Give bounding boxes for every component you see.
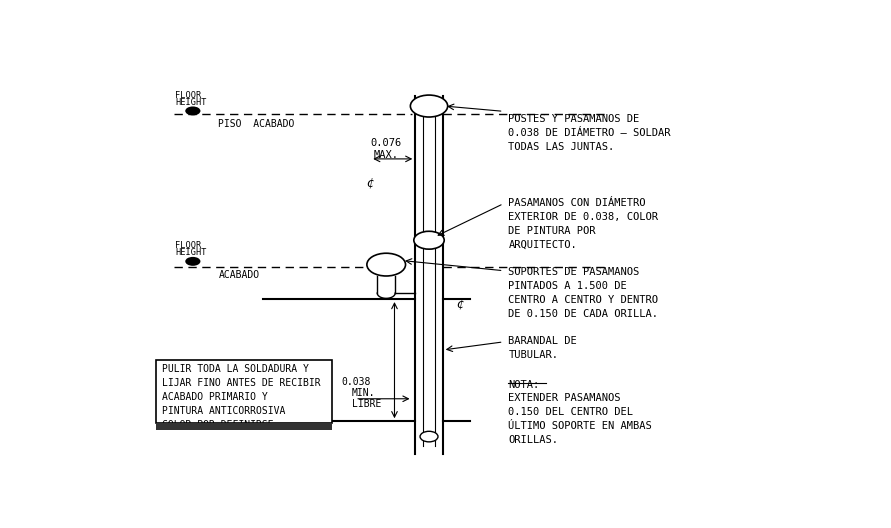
Text: LIBRE: LIBRE	[352, 399, 381, 409]
Text: PULIR TODA LA SOLDADURA Y
LIJAR FINO ANTES DE RECIBIR
ACABADO PRIMARIO Y
PINTURA: PULIR TODA LA SOLDADURA Y LIJAR FINO ANT…	[162, 364, 321, 430]
Text: NOTA:: NOTA:	[509, 381, 540, 391]
Bar	[156, 360, 332, 423]
Bar	[156, 423, 332, 430]
Circle shape	[367, 253, 405, 276]
Text: FLOOR: FLOOR	[175, 91, 201, 100]
Text: EXTENDER PASAMANOS
0.150 DEL CENTRO DEL
ÚLTIMO SOPORTE EN AMBAS
ORILLAS.: EXTENDER PASAMANOS 0.150 DEL CENTRO DEL …	[509, 393, 652, 446]
Circle shape	[185, 257, 200, 266]
Text: PASAMANOS CON DIÁMETRO
EXTERIOR DE 0.038, COLOR
DE PINTURA POR
ARQUITECTO.: PASAMANOS CON DIÁMETRO EXTERIOR DE 0.038…	[509, 197, 658, 250]
Text: FLOOR: FLOOR	[175, 241, 201, 250]
Circle shape	[411, 95, 447, 117]
Text: MAX.: MAX.	[373, 150, 398, 160]
Text: POSTES Y PASAMANOS DE
0.038 DE DIÁMETRO – SOLDAR
TODAS LAS JUNTAS.: POSTES Y PASAMANOS DE 0.038 DE DIÁMETRO …	[509, 114, 671, 152]
Circle shape	[413, 231, 445, 249]
Text: 0.076: 0.076	[371, 138, 402, 148]
Text: HEIGHT: HEIGHT	[175, 248, 207, 257]
Text: BARANDAL DE
TUBULAR.: BARANDAL DE TUBULAR.	[509, 336, 577, 360]
Text: MIN.: MIN.	[352, 388, 375, 398]
Text: ACABADO: ACABADO	[218, 270, 259, 280]
Text: HEIGHT: HEIGHT	[175, 98, 207, 107]
Text: 0.038: 0.038	[341, 376, 371, 386]
Circle shape	[185, 107, 200, 116]
Text: ¢: ¢	[366, 177, 374, 190]
Circle shape	[420, 431, 438, 442]
Text: PISO  ACABADO: PISO ACABADO	[218, 119, 295, 129]
Text: ¢: ¢	[456, 298, 464, 310]
Text: SOPORTES DE PASAMANOS
PINTADOS A 1.500 DE
CENTRO A CENTRO Y DENTRO
DE 0.150 DE C: SOPORTES DE PASAMANOS PINTADOS A 1.500 D…	[509, 267, 658, 318]
